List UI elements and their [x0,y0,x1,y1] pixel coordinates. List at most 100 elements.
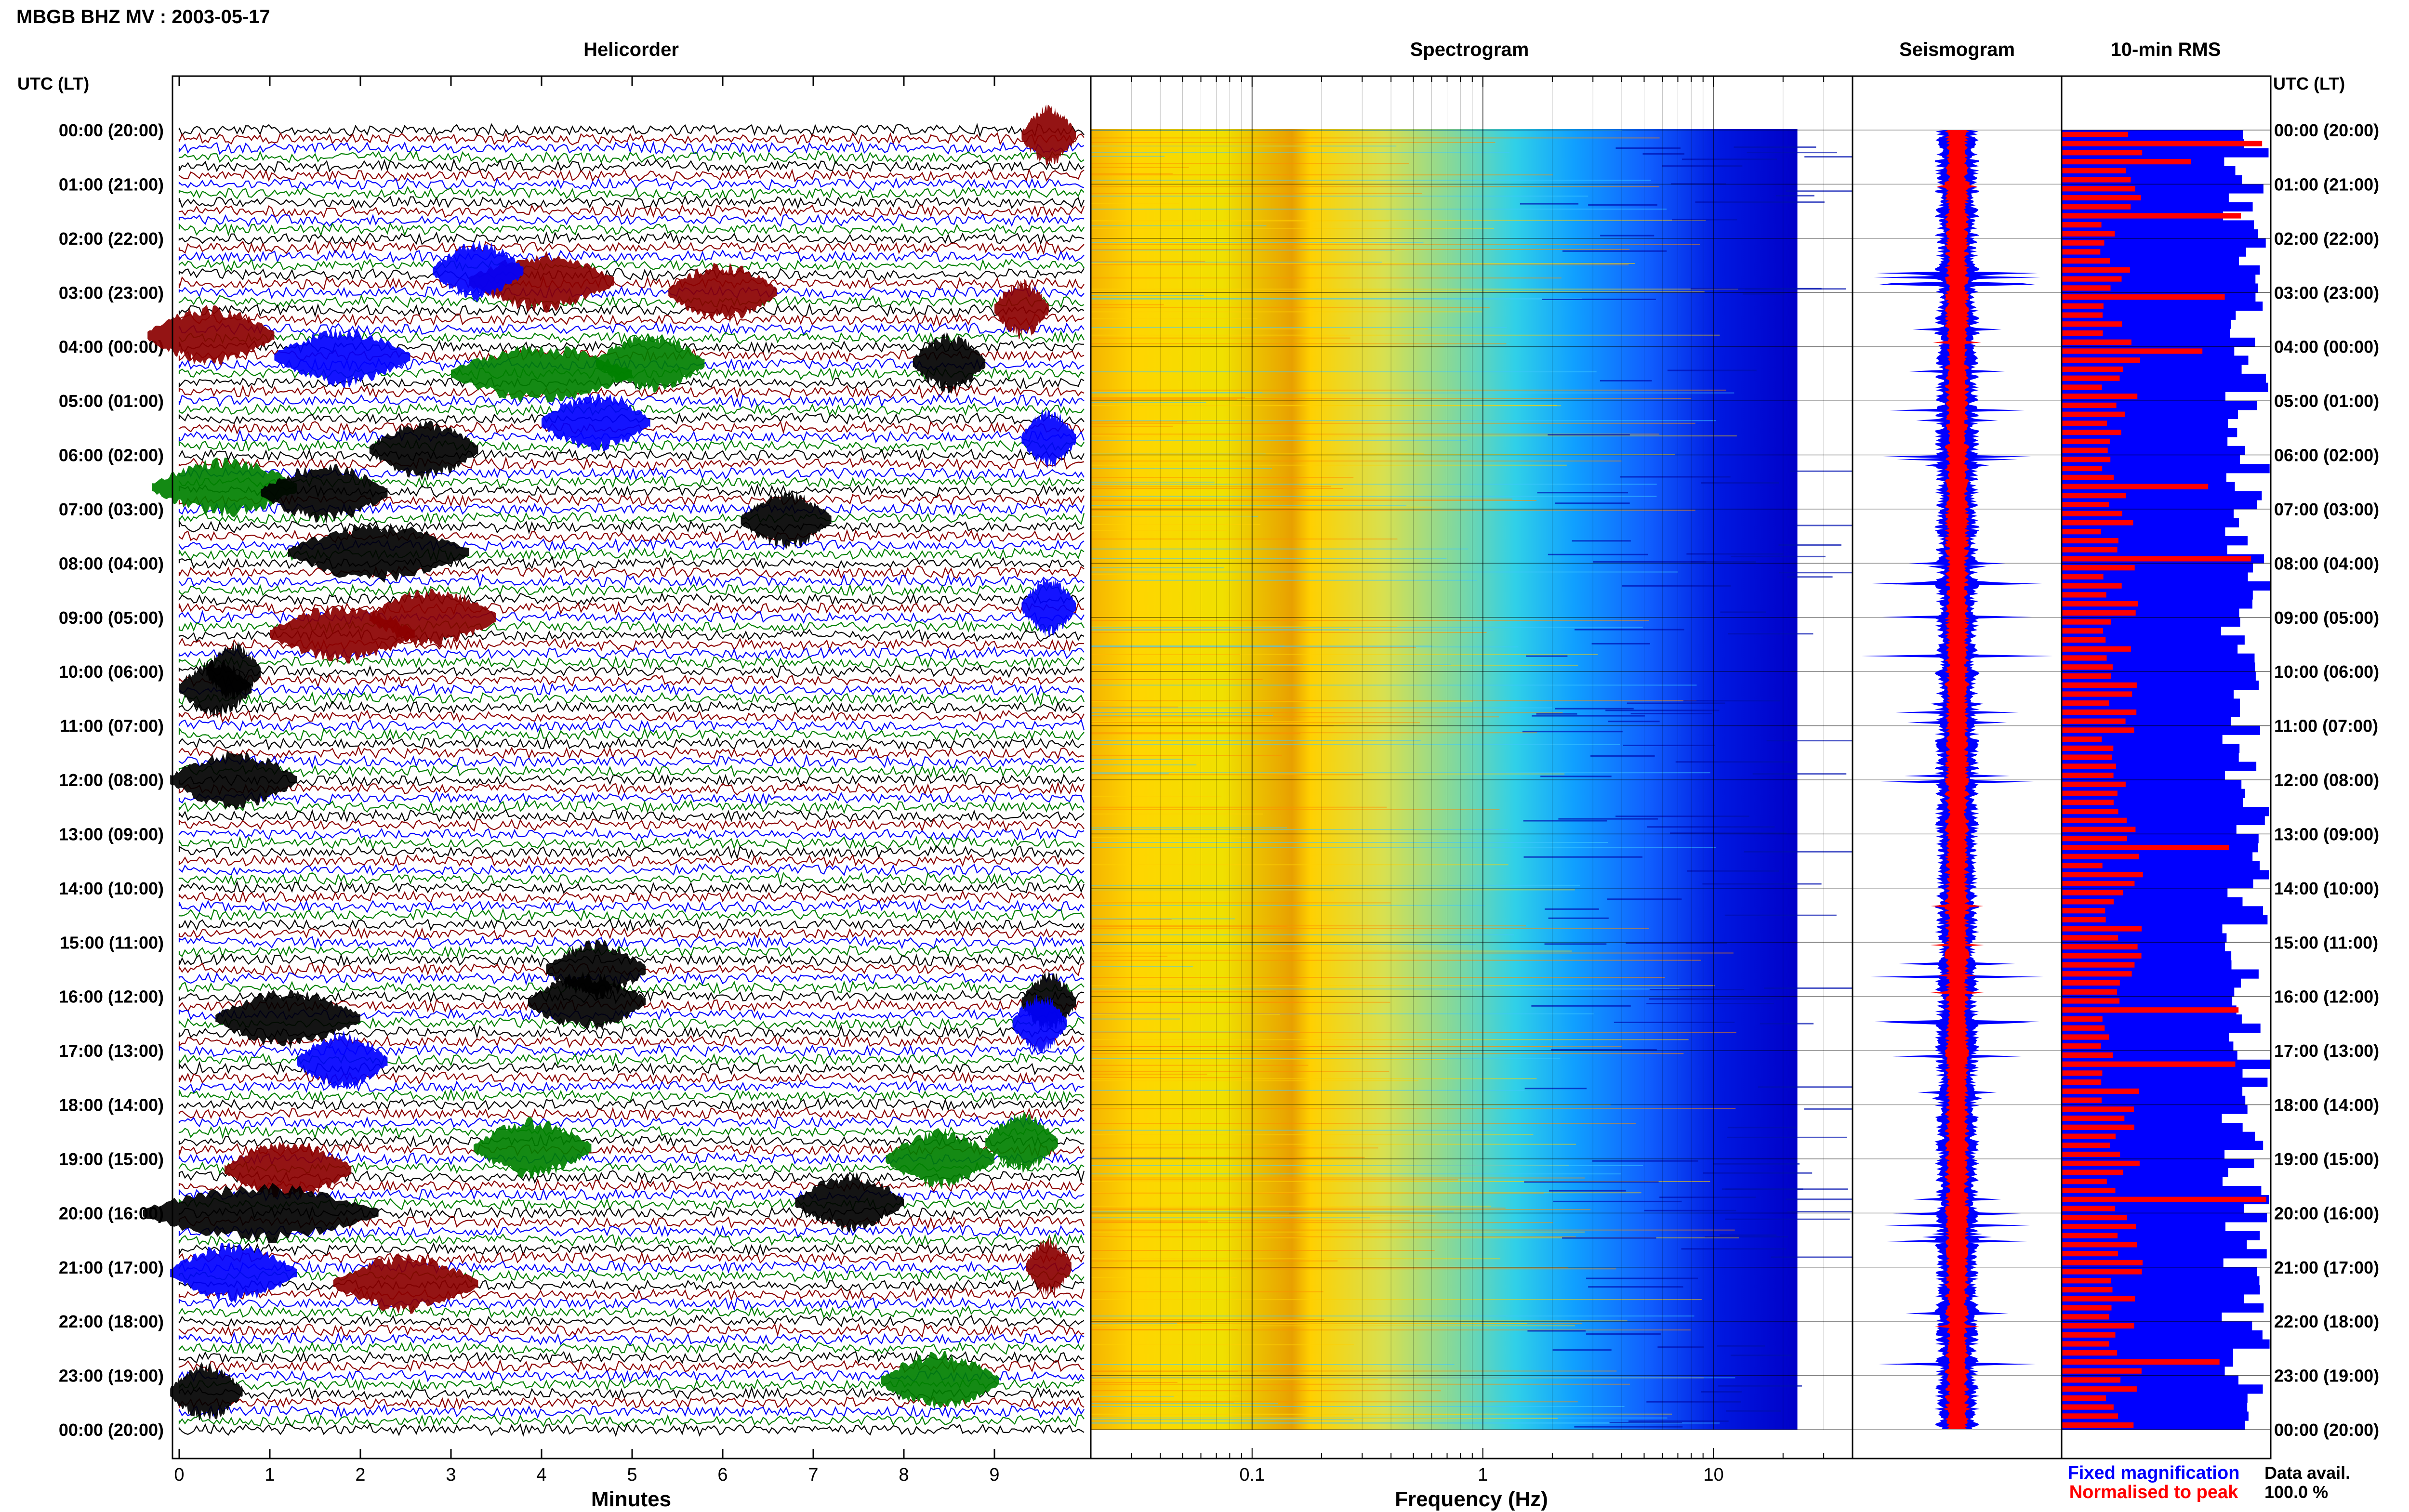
helicorder-trace [178,764,1085,778]
helicorder-event [546,939,646,1000]
helicorder-event [451,344,632,403]
rms-bar-fixed [2062,572,2248,582]
time-label-left: 18:00 (14:00) [59,1095,164,1115]
helicorder-trace [178,854,1085,868]
rms-bar-normalised [2062,511,2122,516]
rms-bar-normalised [2062,646,2131,652]
helicorder-trace [178,302,1085,318]
spectrogram-x-ticks: 0.1 1 10 [1090,76,1853,1485]
rms-bar-normalised [2062,917,2106,922]
helicorder-trace [178,384,1085,400]
rms-bar-normalised [2062,944,2138,950]
time-label-right: 22:00 (18:00) [2274,1312,2379,1331]
time-label-left: 10:00 (06:00) [59,662,164,682]
rms-bar-normalised [2062,501,2109,508]
helicorder-trace [178,1304,1085,1319]
rms-bar-fixed [2062,500,2257,510]
time-label-left: 05:00 (01:00) [59,391,164,411]
helicorder-trace [178,817,1085,833]
legend-fixed-magnification: Fixed magnification [2068,1463,2240,1483]
rms-bar-normalised [2062,177,2131,183]
helicorder-trace [178,926,1085,941]
helicorder-trace [178,1315,1085,1328]
rms-bar-normalised [2062,1116,2125,1121]
helicorder-trace [178,682,1085,697]
rms-bar-normalised [2062,1386,2137,1392]
rms-bar-normalised [2062,1070,2103,1076]
rms-bar-fixed [2062,1068,2243,1078]
rms-bar-normalised [2062,1206,2116,1211]
helicorder-event [215,989,360,1049]
time-label-left: 03:00 (23:00) [59,283,164,302]
rms-bar-normalised [2062,1269,2142,1275]
rms-bar-normalised [2062,682,2137,688]
helicorder-trace [178,1269,1085,1284]
rms-bar-normalised [2062,1179,2107,1184]
helicorder-event [528,971,646,1031]
rms-bar-fixed [2062,915,2268,925]
helicorder-trace [178,123,1085,138]
rms-bar-normalised [2062,366,2123,372]
legend-normalised-to-peak: Normalised to peak [2069,1482,2238,1502]
rms-bar-normalised [2062,754,2112,760]
time-label-left: 04:00 (00:00) [59,337,164,357]
rms-bar-normalised [2062,1413,2118,1419]
time-label-right: 18:00 (14:00) [2274,1095,2379,1115]
rms-bar-normalised [2062,222,2102,228]
helicorder-trace [178,845,1085,860]
rms-bar-fixed [2062,310,2236,320]
helicorder-tick-label: 0 [174,1465,184,1485]
rms-bar-normalised [2062,285,2111,291]
spectrogram-image [1091,129,1823,1430]
rms-bar-normalised [2062,204,2131,210]
helicorder-event [913,332,986,394]
helicorder-event [985,1112,1058,1174]
helicorder-trace [178,438,1085,453]
helicorder-trace [178,1260,1085,1274]
rms-bar-normalised [2062,1368,2142,1374]
rms-bar-fixed [2062,1023,2261,1033]
rms-bar-normalised [2062,1260,2143,1265]
rms-bar-normalised [2062,592,2106,598]
time-label-left: 14:00 (10:00) [59,879,164,898]
rms-bar-normalised [2062,529,2101,535]
rms-bar-normalised [2062,727,2134,733]
rms-bar-normalised [2062,1278,2111,1284]
rms-bar-fixed [2062,382,2268,392]
rms-bar-normalised [2062,583,2122,589]
rms-bar-normalised [2062,357,2140,363]
helicorder-trace [178,1278,1085,1292]
helicorder-trace [178,800,1085,815]
helicorder-tick-label: 9 [989,1465,999,1485]
time-axis-label-left: UTC (LT) [17,74,89,93]
helicorder-event [297,1030,388,1091]
rms-bar-normalised [2062,628,2104,634]
time-label-left: 16:00 (12:00) [59,987,164,1007]
panel-title-helicorder: Helicorder [583,39,679,60]
helicorder-trace [178,186,1085,201]
rms-bar-normalised [2062,267,2130,273]
time-label-left: 21:00 (17:00) [59,1258,164,1277]
rms-grid [2062,130,2271,1430]
rms-bar-normalised [2062,1143,2110,1148]
helicorder-trace [178,918,1085,932]
helicorder-trace [178,258,1085,272]
helicorder-trace [178,195,1085,210]
data-avail-label: Data avail. [2264,1463,2350,1483]
helicorder-trace [178,863,1085,876]
rms-bar-fixed [2062,635,2245,645]
helicorder-event [170,750,297,811]
rms-bar-normalised [2062,1187,2116,1194]
time-label-left: 00:00 (20:00) [59,120,164,140]
rms-bar-normalised [2062,484,2209,489]
rms-bar-fixed [2062,653,2255,663]
helicorder-trace [178,150,1085,165]
panel-title-spectrogram: Spectrogram [1410,39,1529,60]
time-label-right: 20:00 (16:00) [2274,1203,2379,1223]
rms-bar-normalised [2062,817,2127,823]
spectrogram-x-label: Frequency (Hz) [1395,1487,1548,1511]
rms-bar-normalised [2062,375,2120,381]
rms-bar-normalised [2062,493,2126,499]
rms-bar-normalised [2062,330,2103,336]
helicorder-trace [178,907,1085,922]
